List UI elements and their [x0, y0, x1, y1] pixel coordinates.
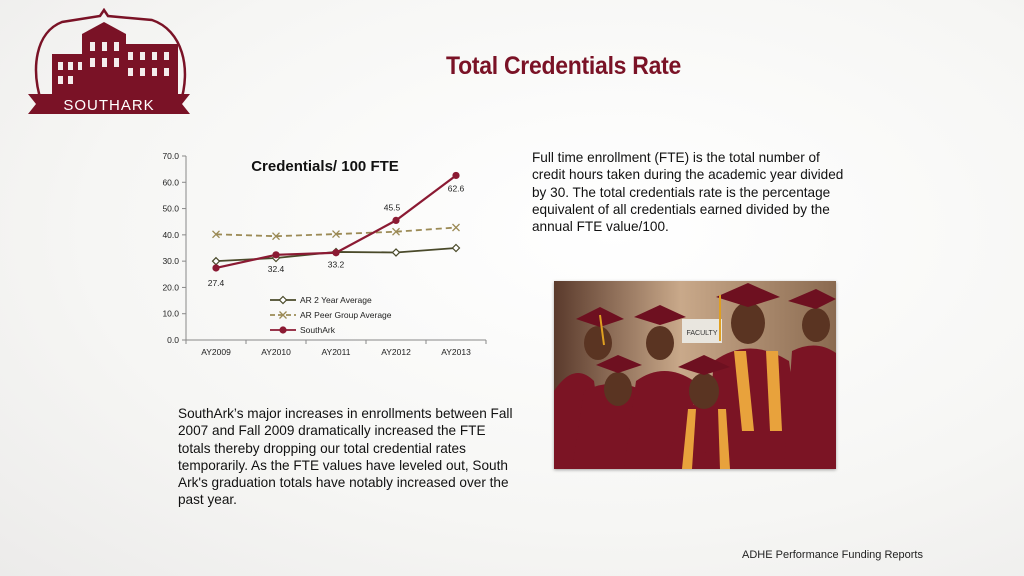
y-tick-label: 20.0	[162, 282, 179, 292]
enrollment-explanation: SouthArk’s major increases in enrollment…	[178, 406, 513, 508]
data-label: 27.4	[208, 278, 225, 288]
southark-logo: SOUTHARK	[28, 8, 190, 114]
data-label: 32.4	[268, 264, 285, 274]
footer-label: ADHE Performance Funding Reports	[742, 549, 923, 561]
data-point	[212, 264, 220, 272]
data-point	[272, 251, 280, 259]
legend-label: AR 2 Year Average	[300, 295, 372, 305]
data-point	[272, 232, 280, 241]
data-point	[212, 230, 220, 239]
chart-svg: 0.0 10.0 20.0 30.0 40.0 50.0 60.0 70.0 AY2009 AY2…	[162, 151, 487, 357]
credentials-chart: 0.0 10.0 20.0 30.0 40.0 50.0 60.0 70.0 AY2009 AY2…	[150, 146, 490, 366]
data-point	[452, 171, 460, 180]
data-label: 62.6	[448, 183, 465, 193]
data-point	[452, 223, 460, 232]
data-point	[391, 248, 401, 257]
x-tick-label: AY2013	[441, 347, 471, 357]
x-tick-label: AY2012	[381, 347, 411, 357]
y-tick-label: 0.0	[167, 335, 179, 345]
data-point	[279, 326, 287, 334]
y-tick-label: 50.0	[162, 204, 179, 214]
page-title: Total Credentials Rate	[446, 52, 682, 80]
y-tick-label: 30.0	[162, 256, 179, 266]
legend-label: SouthArk	[300, 325, 336, 335]
data-point	[451, 243, 461, 253]
x-tick-label: AY2010	[261, 347, 291, 357]
data-point	[332, 249, 340, 257]
svg-text:FACULTY: FACULTY	[687, 330, 718, 337]
data-point	[279, 311, 287, 319]
data-point	[211, 256, 221, 266]
data-point	[392, 216, 400, 224]
data-point	[332, 230, 340, 239]
data-point	[392, 227, 400, 236]
graduates-photo: FACULTY	[554, 281, 836, 469]
data-label: 33.2	[328, 260, 345, 270]
data-label: 45.5	[384, 202, 401, 212]
y-tick-label: 10.0	[162, 309, 179, 319]
y-tick-label: 70.0	[162, 151, 179, 161]
fte-description: Full time enrollment (FTE) is the total …	[532, 150, 844, 235]
x-tick-label: AY2009	[201, 347, 231, 357]
x-tick-label: AY2011	[322, 347, 351, 357]
svg-text:SOUTHARK: SOUTHARK	[63, 97, 154, 114]
y-tick-label: 60.0	[162, 177, 179, 187]
data-point	[278, 295, 288, 305]
y-tick-label: 40.0	[162, 230, 179, 240]
legend-label: AR Peer Group Average	[300, 310, 392, 320]
chart-title: Credentials/ 100 FTE	[251, 158, 399, 175]
